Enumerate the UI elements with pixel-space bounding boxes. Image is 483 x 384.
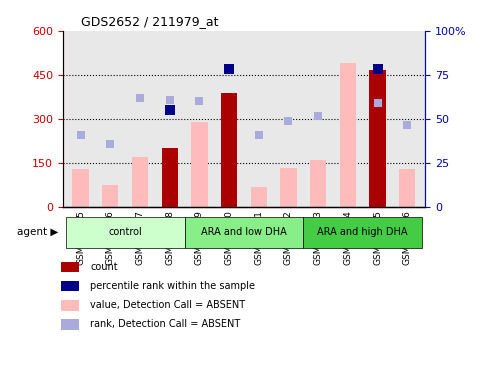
Text: count: count xyxy=(90,262,118,272)
Bar xyxy=(66,217,185,248)
Bar xyxy=(60,262,79,272)
Bar xyxy=(310,160,327,207)
Bar xyxy=(185,217,303,248)
Bar xyxy=(369,70,386,207)
Text: agent ▶: agent ▶ xyxy=(17,227,58,237)
Bar xyxy=(60,281,79,291)
Text: ARA and low DHA: ARA and low DHA xyxy=(201,227,287,237)
Bar xyxy=(280,167,297,207)
Bar xyxy=(72,169,89,207)
Bar xyxy=(191,122,208,207)
Bar xyxy=(132,157,148,207)
Bar xyxy=(251,187,267,207)
Text: control: control xyxy=(108,227,142,237)
Text: percentile rank within the sample: percentile rank within the sample xyxy=(90,281,256,291)
Bar xyxy=(399,169,415,207)
Bar xyxy=(340,63,356,207)
Bar xyxy=(161,149,178,207)
Bar xyxy=(60,319,79,330)
Bar xyxy=(221,93,237,207)
Text: ARA and high DHA: ARA and high DHA xyxy=(317,227,408,237)
Bar xyxy=(303,217,422,248)
Text: rank, Detection Call = ABSENT: rank, Detection Call = ABSENT xyxy=(90,319,241,329)
Text: value, Detection Call = ABSENT: value, Detection Call = ABSENT xyxy=(90,300,245,310)
Text: GDS2652 / 211979_at: GDS2652 / 211979_at xyxy=(81,15,218,28)
Bar xyxy=(102,185,118,207)
Bar xyxy=(60,300,79,311)
